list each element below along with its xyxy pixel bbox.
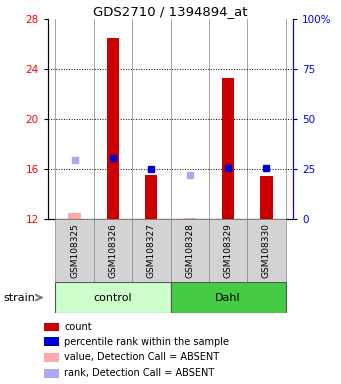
- Bar: [132, 219, 170, 282]
- Bar: [94, 219, 132, 282]
- Bar: [183, 218, 196, 219]
- Bar: [44, 323, 59, 331]
- Bar: [44, 369, 59, 378]
- Text: Dahl: Dahl: [215, 293, 241, 303]
- Bar: [260, 177, 272, 219]
- Bar: [55, 219, 94, 282]
- Bar: [247, 219, 285, 282]
- Text: rank, Detection Call = ABSENT: rank, Detection Call = ABSENT: [64, 368, 215, 378]
- Bar: [107, 38, 119, 219]
- Bar: [170, 282, 285, 313]
- Text: count: count: [64, 322, 92, 332]
- Text: strain: strain: [4, 293, 35, 303]
- Text: GSM108328: GSM108328: [185, 223, 194, 278]
- Text: value, Detection Call = ABSENT: value, Detection Call = ABSENT: [64, 352, 220, 362]
- Text: GSM108329: GSM108329: [224, 223, 233, 278]
- Text: control: control: [94, 293, 132, 303]
- Bar: [209, 219, 247, 282]
- Bar: [222, 78, 234, 219]
- Text: GSM108330: GSM108330: [262, 223, 271, 278]
- Bar: [44, 353, 59, 362]
- Bar: [44, 338, 59, 346]
- Text: GSM108327: GSM108327: [147, 223, 156, 278]
- Title: GDS2710 / 1394894_at: GDS2710 / 1394894_at: [93, 5, 248, 18]
- Text: percentile rank within the sample: percentile rank within the sample: [64, 337, 229, 347]
- Bar: [55, 282, 170, 313]
- Bar: [69, 213, 81, 219]
- Text: GSM108325: GSM108325: [70, 223, 79, 278]
- Bar: [145, 175, 158, 219]
- Text: GSM108326: GSM108326: [108, 223, 117, 278]
- Bar: [170, 219, 209, 282]
